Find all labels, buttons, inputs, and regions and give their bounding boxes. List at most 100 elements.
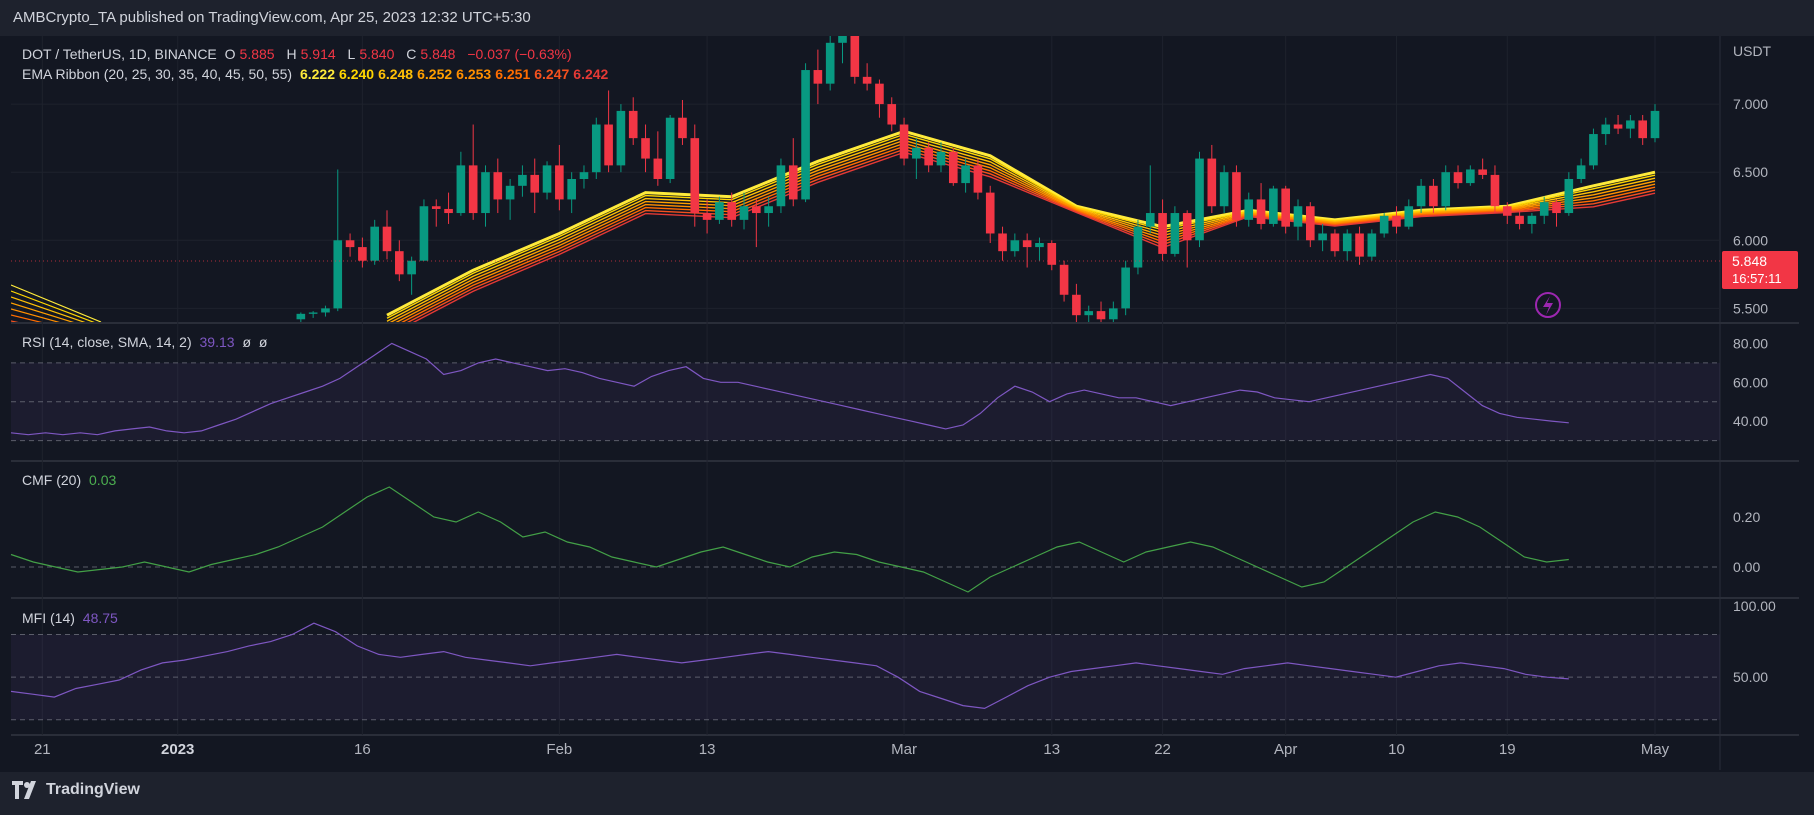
ema-legend: EMA Ribbon (20, 25, 30, 35, 40, 45, 50, … [22, 66, 616, 82]
lightning-icon-bolt [1543, 296, 1553, 315]
candle-body-25 [591, 124, 601, 173]
candle-body-43 [813, 70, 823, 84]
ema-value-8: 6.242 [573, 66, 609, 82]
candle-body-42 [801, 70, 810, 200]
candle-body-55 [961, 165, 970, 184]
candle-body-73 [1182, 213, 1192, 241]
ema-values: 6.222 6.240 6.248 6.252 6.253 6.251 6.247 6.242 [300, 66, 612, 82]
published-line: AMBCrypto_TA published on TradingView.co… [13, 9, 531, 26]
rsi-line [10, 342, 1569, 436]
cmf-label: CMF (20) [22, 472, 82, 488]
ema-ribbon-line-3 [386, 136, 1656, 322]
candle-body-77 [1232, 172, 1241, 220]
main-legend: DOT / TetherUS, 1D, BINANCE O 5.885 H 5.91… [22, 46, 576, 62]
ema-left-segment-1 [11, 284, 102, 322]
tradingview-logo[interactable]: TradingView [12, 781, 140, 799]
candle-body-54 [948, 151, 958, 184]
candle-body-10 [407, 260, 416, 275]
candle-body-22 [555, 165, 564, 200]
ema-label: EMA Ribbon (20, 25, 30, 35, 40, 45, 50, … [22, 66, 293, 82]
chart-canvas[interactable]: 7.000 6.500 6.000 5.500 USDT 21 2023 16 Feb 13 Mar… [0, 0, 1814, 772]
mfi-label: MFI (14) [22, 610, 75, 626]
candle-body-33 [690, 138, 700, 214]
candle-body-19 [518, 174, 527, 186]
candle-body-97 [1478, 169, 1487, 175]
ohlc-high: H 5.914 [286, 46, 336, 62]
candle-body-78 [1244, 199, 1254, 220]
candle-body-37 [739, 206, 749, 220]
candle-body-85 [1330, 233, 1340, 252]
candle-body-7 [370, 226, 380, 261]
candle-body-49 [887, 104, 897, 125]
candle-body-105 [1576, 165, 1586, 179]
candle-body-46 [850, 36, 860, 77]
candle-body-88 [1367, 233, 1377, 257]
candle-body-101 [1527, 215, 1537, 224]
candle-body-111 [1650, 110, 1660, 139]
candle-body-24 [579, 172, 589, 179]
candle-body-106 [1589, 134, 1598, 166]
ema-ribbon-line-4 [389, 139, 1656, 322]
time-tick-label-10: 10 [1388, 741, 1405, 758]
cmf-value: 0.03 [89, 472, 117, 488]
rsi-legend: RSI (14, close, SMA, 14, 2) 39.13 ø ø [22, 334, 271, 350]
time-tick-label-7: 13 [1043, 741, 1060, 758]
ema-value-2: 6.240 [339, 66, 375, 82]
candle-body-74 [1195, 158, 1204, 241]
time-tick-label-4: Feb [546, 741, 572, 758]
candle-body-3 [321, 308, 330, 313]
candle-body-16 [481, 172, 490, 214]
candle-body-6 [358, 247, 367, 261]
candle-body-2 [308, 312, 318, 314]
candle-body-69 [1133, 226, 1143, 268]
time-tick-label-11: 19 [1499, 741, 1516, 758]
candle-body-91 [1404, 206, 1414, 227]
ema-ribbon-line-8 [412, 151, 1656, 322]
time-tick-label-2: 2023 [161, 741, 194, 758]
candle-body-84 [1318, 233, 1327, 241]
candle-body-60 [1022, 240, 1032, 248]
ema-left-segment-4 [11, 302, 75, 322]
cmf-line [10, 486, 1569, 593]
candle-body-96 [1466, 169, 1475, 184]
candle-body-79 [1256, 199, 1266, 224]
candle-body-68 [1121, 267, 1130, 309]
last-price-badge [1722, 250, 1798, 289]
candle-body-41 [788, 165, 798, 200]
time-tick-label-12: May [1641, 741, 1670, 758]
cmf-tick-label-1: 0.20 [1733, 509, 1760, 525]
ema-ribbon-line-1 [386, 129, 1656, 317]
rsi-tick-label-2: 60.00 [1733, 374, 1768, 390]
candle-body-48 [875, 83, 884, 105]
time-tick-label-6: Mar [891, 741, 917, 758]
mfi-legend: MFI (14) 48.75 [22, 610, 122, 626]
candle-body-50 [899, 124, 909, 159]
ema-ribbon-line-7 [406, 148, 1656, 322]
candle-body-11 [419, 206, 429, 261]
candle-body-95 [1453, 172, 1463, 184]
price-unit-label: USDT [1733, 43, 1772, 59]
footer-bar [0, 772, 1814, 815]
candle-body-26 [604, 124, 613, 166]
candle-body-99 [1502, 206, 1512, 216]
price-tick-label-1: 7.000 [1733, 96, 1768, 112]
candle-body-53 [936, 151, 946, 166]
ema-left-segment-3 [11, 296, 86, 322]
candle-body-28 [628, 110, 638, 139]
mfi-tick-label-1: 100.00 [1733, 598, 1776, 614]
candle-body-38 [752, 206, 761, 214]
candle-body-59 [1010, 240, 1020, 252]
candle-body-90 [1392, 215, 1401, 227]
price-tick-label-4: 5.500 [1733, 300, 1768, 316]
candle-body-58 [998, 233, 1007, 252]
candle-body-31 [665, 117, 675, 179]
price-tick-label-2: 6.500 [1733, 164, 1768, 180]
candle-body-92 [1416, 185, 1426, 207]
rsi-tick-label-3: 40.00 [1733, 413, 1768, 429]
rsi-na-1: ø [242, 334, 252, 350]
mfi-tick-label-2: 50.00 [1733, 669, 1768, 685]
ema-value-6: 6.251 [495, 66, 531, 82]
time-tick-label-1: 21 [34, 741, 51, 758]
published-header: AMBCrypto_TA published on TradingView.co… [0, 0, 1814, 36]
candle-body-67 [1109, 308, 1118, 320]
